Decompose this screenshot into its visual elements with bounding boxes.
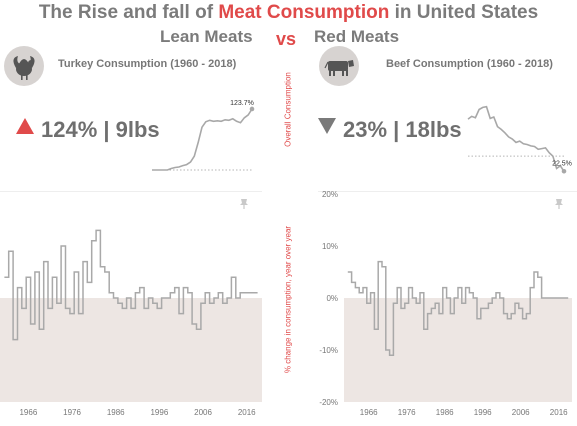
y-tick-label: 10% [322, 242, 338, 251]
pin-icon[interactable] [553, 198, 565, 210]
x-tick-label: 2016 [238, 408, 256, 417]
beef-avatar [319, 46, 359, 86]
right-divider [318, 191, 577, 192]
beef-kpi: 23% | 18lbs [318, 117, 462, 143]
pin-icon[interactable] [238, 198, 250, 210]
up-triangle-icon [16, 118, 34, 134]
x-tick-label: 1986 [107, 408, 125, 417]
y-tick-label: 0% [326, 294, 338, 303]
down-triangle-icon [318, 118, 336, 134]
title-accent: Meat Consumption [218, 2, 390, 23]
x-tick-label: 1996 [150, 408, 168, 417]
series-line [467, 105, 565, 172]
x-tick-label: 1976 [398, 408, 416, 417]
left-heading: Lean Meats [160, 27, 253, 46]
turkey-overall-chart: 123.7% [152, 100, 255, 171]
cow-icon [324, 60, 354, 76]
left-divider [0, 191, 262, 192]
beef-overall-chart: 22.5% [467, 105, 572, 174]
data-label: 123.7% [230, 100, 254, 107]
vs-label: vs [276, 29, 297, 49]
y-tick-label: 20% [322, 190, 338, 199]
right-heading: Red Meats [314, 27, 400, 46]
beef-yoy-chart: 1966 1976 1986 1996 2006 2016 20% 10% 0% -10% -20% [319, 190, 572, 417]
y-tick-label: -20% [319, 398, 338, 407]
x-tick-label: 2006 [512, 408, 530, 417]
turkey-yoy-chart: 1966 1976 1986 1996 2006 2016 [0, 229, 262, 417]
page-title: The Rise and fall of Meat Consumption in… [38, 2, 539, 23]
data-label: 22.5% [552, 160, 572, 167]
y-tick-label: -10% [319, 346, 338, 355]
x-tick-label: 2016 [550, 408, 568, 417]
beef-kpi-text: 23% | 18lbs [343, 117, 462, 142]
series-line [347, 260, 569, 356]
x-tick-label: 1976 [63, 408, 81, 417]
endpoint-marker [561, 168, 567, 174]
turkey-kpi: 124% | 9lbs [16, 117, 160, 143]
x-tick-label: 2006 [194, 408, 212, 417]
series-line [4, 229, 258, 341]
turkey-kpi-text: 124% | 9lbs [41, 117, 160, 142]
x-tick-label: 1966 [19, 408, 37, 417]
turkey-icon [13, 56, 35, 80]
turkey-avatar [4, 46, 44, 86]
x-tick-label: 1996 [474, 408, 492, 417]
negative-region [344, 298, 572, 402]
x-tick-label: 1986 [436, 408, 454, 417]
x-tick-label: 1966 [360, 408, 378, 417]
beef-chart-title: Beef Consumption (1960 - 2018) [386, 58, 553, 70]
series-line [152, 108, 253, 171]
endpoint-marker [249, 106, 255, 112]
turkey-chart-title: Turkey Consumption (1960 - 2018) [58, 58, 237, 70]
